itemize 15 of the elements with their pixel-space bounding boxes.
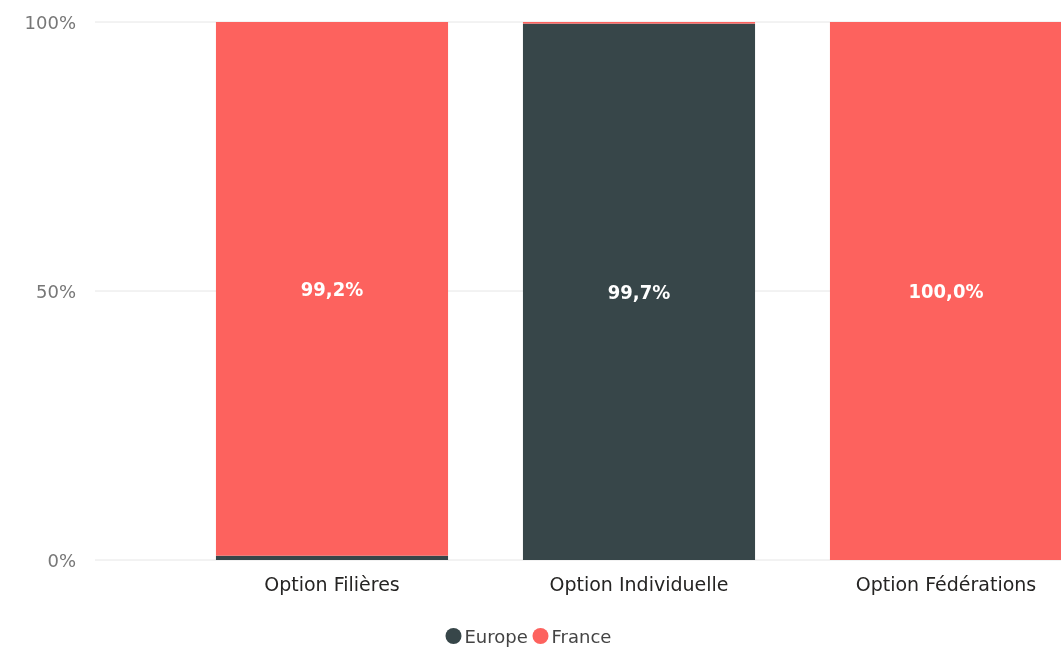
y-tick-label: 0% (47, 549, 76, 571)
x-tick-label: Option Filières (264, 573, 400, 595)
legend-label: Europe (464, 625, 528, 647)
data-label: 100,0% (908, 279, 984, 303)
bar (522, 23, 756, 560)
x-tick-label: Option Individuelle (549, 573, 729, 595)
legend-label: France (551, 625, 612, 647)
data-label: 99,2% (300, 276, 364, 301)
y-tick-label: 50% (35, 280, 76, 302)
bar (215, 22, 449, 556)
data-label: 99,7% (607, 279, 671, 304)
bar (829, 22, 1061, 560)
x-tick-label: Option Fédérations (855, 573, 1037, 595)
y-tick-label: 100% (24, 11, 76, 33)
bar (215, 555, 449, 560)
